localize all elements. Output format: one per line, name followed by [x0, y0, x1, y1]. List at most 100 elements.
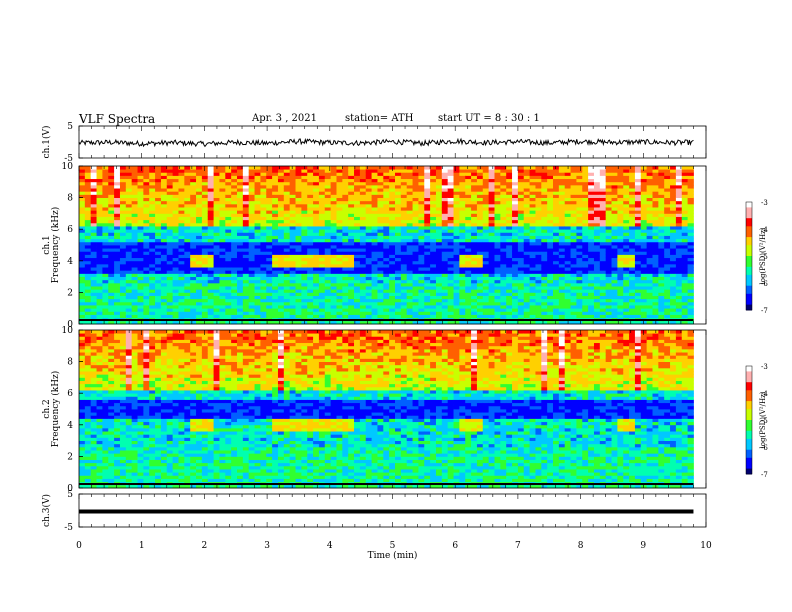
spectrogram-cell [79, 172, 86, 176]
spectrogram-cell [512, 279, 519, 284]
spectrogram-cell [482, 295, 490, 300]
spectrogram-cell [541, 295, 548, 300]
spectrogram-cell [582, 166, 589, 170]
chart-title: VLF Spectra [79, 112, 156, 126]
spectrogram-cell [313, 298, 320, 303]
spectrogram-cell [119, 172, 127, 176]
spectrogram-cell [137, 203, 144, 208]
spectrogram-cell [190, 245, 197, 249]
spectrogram-cell [488, 172, 495, 176]
spectrogram-cell [114, 301, 121, 306]
spectrogram-cell [137, 270, 144, 274]
spectrogram-cell [476, 169, 484, 173]
spectrogram-cell [166, 181, 174, 186]
spectrogram-cell [482, 232, 490, 236]
spectrogram-cell [143, 251, 150, 255]
spectrogram-cell [605, 235, 612, 240]
spectrogram-cell [652, 251, 659, 255]
spectrogram-cell [166, 301, 174, 306]
spectrogram-cell [623, 188, 630, 192]
spectrogram-cell [634, 286, 642, 290]
spectrogram-cell [354, 295, 361, 300]
spectrogram-cell [237, 263, 244, 268]
spectrogram-cell [377, 194, 384, 198]
spectrogram-cell [84, 172, 92, 176]
spectrogram-cell [330, 229, 337, 233]
spectrogram-cell [231, 260, 238, 265]
spectrogram-cell [359, 229, 367, 233]
spectrogram-cell [213, 286, 220, 290]
spectrogram-cell [371, 172, 378, 176]
spectrogram-cell [558, 311, 566, 315]
spectrogram-cell [629, 276, 636, 281]
spectrogram-cell [237, 232, 244, 236]
spectrogram-cell [400, 238, 408, 243]
spectrogram-cell [266, 301, 273, 306]
spectrogram-cell [547, 308, 554, 312]
spectrogram-cell [570, 282, 577, 287]
spectrogram-cell [435, 178, 443, 183]
spectrogram-cell [307, 169, 314, 173]
spectrogram-cell [377, 232, 384, 236]
spectrogram-cell [553, 305, 560, 309]
spectrogram-cell [541, 298, 548, 303]
spectrogram-cell [79, 178, 86, 183]
spectrogram-cell [447, 181, 454, 186]
spectrogram-cell [84, 219, 92, 224]
spectrogram-cell [459, 194, 466, 198]
spectrogram-cell [447, 226, 454, 230]
spectrogram-cell [266, 292, 273, 296]
spectrogram-cell [365, 311, 372, 315]
spectrogram-cell [260, 273, 267, 277]
spectrogram-cell [342, 282, 349, 287]
spectrogram-cell [295, 213, 302, 217]
spectrogram-cell [512, 166, 519, 170]
spectrogram-cell [119, 289, 127, 293]
spectrogram-cell [248, 292, 255, 296]
spectrogram-cell [307, 210, 314, 214]
spectrogram-cell [166, 229, 174, 233]
spectrogram-cell [418, 257, 425, 262]
spectrogram-cell [465, 238, 472, 243]
spectrogram-cell [289, 248, 296, 252]
spectrogram-cell [301, 263, 308, 268]
spectrogram-cell [207, 292, 214, 296]
spectrogram-cell [424, 166, 431, 170]
spectrogram-cell [166, 226, 174, 230]
spectrogram-cell [301, 172, 308, 176]
spectrogram-cell [447, 238, 454, 243]
spectrogram-cell [114, 257, 121, 262]
spectrogram-cell [424, 219, 431, 224]
spectrogram-cell [623, 226, 630, 230]
spectrogram-cell [96, 235, 103, 240]
spectrogram-cell [582, 219, 589, 224]
spectrogram-cell [476, 282, 484, 287]
spectrogram-cell [342, 267, 349, 271]
spectrogram-cell [84, 213, 92, 217]
spectrogram-cell [143, 260, 150, 265]
spectrogram-cell [242, 184, 250, 189]
spectrogram-cell [225, 308, 232, 312]
spectrogram-cell [254, 184, 261, 189]
spectrogram-cell [90, 320, 97, 325]
spectrogram-cell [213, 273, 220, 277]
spectrogram-cell [500, 175, 507, 180]
spectrogram-cell [523, 178, 530, 183]
spectrogram-cell [90, 172, 97, 176]
spectrogram-cell [395, 263, 402, 268]
spectrogram-cell [471, 260, 478, 265]
spectrogram-cell [529, 188, 536, 192]
spectrogram-cell [131, 232, 138, 236]
spectrogram-cell [371, 181, 378, 186]
spectrogram-cell [418, 295, 425, 300]
spectrogram-cell [541, 267, 548, 271]
spectrogram-cell [582, 184, 589, 189]
spectrogram-cell [371, 238, 378, 243]
spectrogram-cell [523, 175, 530, 180]
spectrogram-cell [143, 188, 150, 192]
spectrogram-cell [576, 175, 583, 180]
spectrogram-cell [348, 213, 355, 217]
spectrogram-cell [435, 248, 443, 252]
spectrogram-cell [424, 308, 431, 312]
spectrogram-cell [207, 308, 214, 312]
